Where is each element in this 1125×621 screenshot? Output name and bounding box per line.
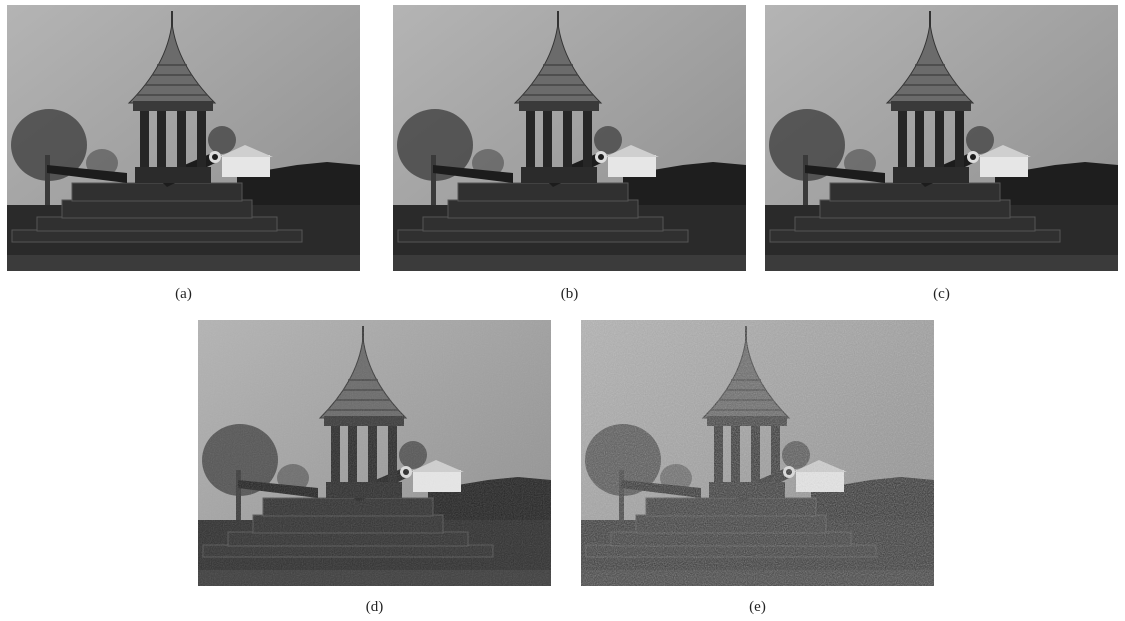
image-a [7, 5, 360, 271]
caption: (e) [581, 599, 934, 616]
image-c [765, 5, 1118, 271]
caption: (a) [7, 286, 360, 303]
caption: (b) [393, 286, 746, 303]
image-e [581, 320, 934, 586]
caption: (d) [198, 599, 551, 616]
image-b [393, 5, 746, 271]
figure-page: (a) (b) (c) (d) (e) (() => { const data … [0, 0, 1125, 621]
caption: (c) [765, 286, 1118, 303]
image-d [198, 320, 551, 586]
